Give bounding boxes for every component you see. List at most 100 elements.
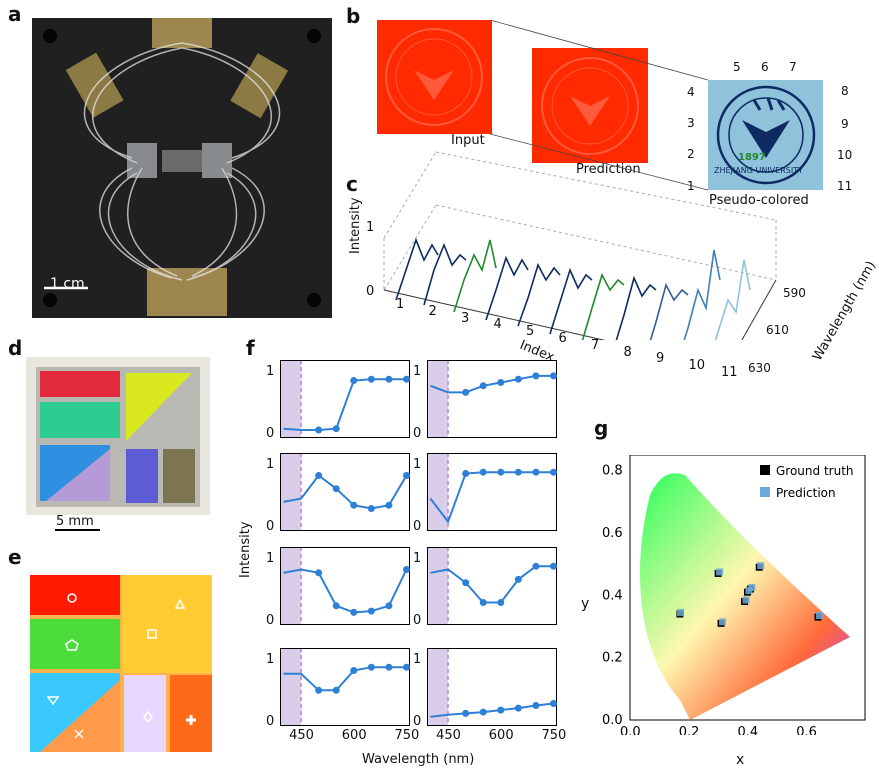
spectrum-x-tick: 600: [341, 728, 367, 743]
data-point: [332, 602, 340, 610]
pixel-map: [30, 575, 212, 753]
pseudo-colored-label: Pseudo-colored: [709, 193, 809, 208]
spectrum-x-tick: 450: [436, 728, 461, 743]
cie-x-tick: 0.6: [796, 725, 817, 735]
spectrum-plot: [280, 547, 410, 625]
plot-frame: [280, 453, 410, 531]
trace-6: [549, 267, 593, 335]
data-point: [479, 708, 487, 716]
uv-region: [280, 453, 302, 531]
waterfall-x-tick: 1: [396, 297, 405, 312]
data-point: [479, 382, 487, 390]
waterfall-y-tick-1: 1: [366, 220, 375, 235]
projection-lines: [490, 19, 709, 191]
spectrum-plot: [280, 360, 410, 438]
data-point: [497, 379, 505, 386]
uv-region: [427, 453, 449, 531]
waterfall-z-tick-610: 610: [766, 323, 789, 337]
data-point: [462, 470, 470, 478]
spectrum-y-tick: 0: [413, 519, 422, 534]
panel-letter-c: c: [346, 172, 358, 196]
data-point: [514, 575, 522, 583]
plot-frame: [280, 360, 410, 438]
uv-region: [280, 360, 302, 438]
plot-frame: [427, 360, 557, 438]
spectrum-y-tick: 0: [266, 613, 275, 628]
data-point: [315, 472, 323, 479]
waterfall-y-tick-0: 0: [366, 284, 375, 299]
waterfall-x-tick: 3: [461, 310, 470, 326]
input-image: [377, 20, 492, 134]
device-photo: 1 cm: [32, 18, 332, 318]
spectrum-y-tick: 0: [413, 714, 422, 729]
data-point: [532, 562, 540, 570]
data-point: [462, 579, 470, 587]
trace-7: [581, 272, 625, 340]
data-point: [402, 663, 410, 671]
data-point: [402, 566, 410, 573]
waterfall-y-label: Intensity: [348, 197, 363, 254]
spectrum-y-tick: 1: [413, 364, 422, 379]
data-point: [514, 704, 522, 712]
filter-photo: [26, 357, 210, 515]
spectrum-y-tick: 1: [413, 551, 422, 566]
data-point: [549, 562, 557, 570]
prediction-point: [757, 562, 765, 570]
data-point: [332, 485, 340, 493]
pseudo-colored-image: 1897 ZHEJIANG UNIVERSITY: [708, 80, 823, 190]
spectrum-plot: [427, 648, 557, 726]
trace-2: [423, 242, 467, 306]
prediction-point: [716, 568, 724, 576]
spectrum-y-tick: 0: [413, 426, 422, 441]
data-point: [315, 426, 323, 434]
data-point: [497, 599, 505, 606]
waterfall-z-tick-590: 590: [783, 286, 806, 300]
cie-y-tick: 0.6: [602, 526, 623, 541]
input-seal-graphic: [385, 28, 483, 126]
plot-frame: [427, 453, 557, 531]
cie-x-tick: 0.2: [679, 725, 700, 735]
trace-3: [453, 239, 497, 313]
index-label-1: 1: [687, 179, 695, 193]
spectrum-y-tick: 0: [266, 426, 275, 441]
waterfall-x-tick: 5: [526, 324, 535, 340]
waterfall-x-tick: 6: [558, 331, 567, 346]
ground-truth-line: [430, 565, 554, 603]
waterfall-x-tick: 7: [591, 337, 600, 353]
data-point: [514, 375, 522, 383]
trace-11: [714, 259, 751, 340]
spectrum-plot: [427, 453, 557, 531]
data-point: [350, 501, 358, 509]
spectrum-y-tick: 1: [266, 652, 275, 667]
data-point: [497, 468, 505, 476]
seal-year: 1897: [738, 152, 766, 163]
index-label-5: 5: [733, 60, 741, 74]
legend-ground-truth: Ground truth: [776, 464, 854, 478]
data-point: [332, 425, 340, 433]
cie-ticks: 0.0 0.2 0.4 0.6 0.0 0.2 0.4 0.6 0.8: [602, 464, 817, 735]
data-point: [514, 468, 522, 476]
trace-8: [615, 275, 657, 340]
waterfall-x-tick: 10: [688, 358, 706, 374]
spectrum-plot: [427, 547, 557, 625]
cie-y-label: y: [581, 596, 590, 612]
spectrum-y-tick: 0: [266, 714, 275, 729]
spectrum-x-tick: 450: [289, 728, 314, 743]
index-label-2: 2: [687, 147, 695, 161]
spectrum-plot: [280, 648, 410, 726]
cie-y-tick: 0.2: [602, 651, 623, 666]
pixel-map-graphic: [30, 575, 212, 753]
data-point: [532, 372, 540, 380]
ground-truth-line: [430, 471, 554, 523]
panel-letter-f: f: [246, 336, 255, 360]
scale-bar-label-a: 1 cm: [50, 276, 85, 292]
index-label-11: 11: [837, 179, 853, 193]
pseudo-seal-graphic: [716, 85, 816, 185]
legend-prediction: Prediction: [776, 486, 836, 500]
plot-frame: [427, 648, 557, 726]
data-point: [350, 608, 358, 616]
data-point: [315, 569, 323, 577]
uv-region: [280, 547, 302, 625]
prediction-line: [430, 565, 554, 604]
prediction-label: Prediction: [576, 162, 641, 177]
